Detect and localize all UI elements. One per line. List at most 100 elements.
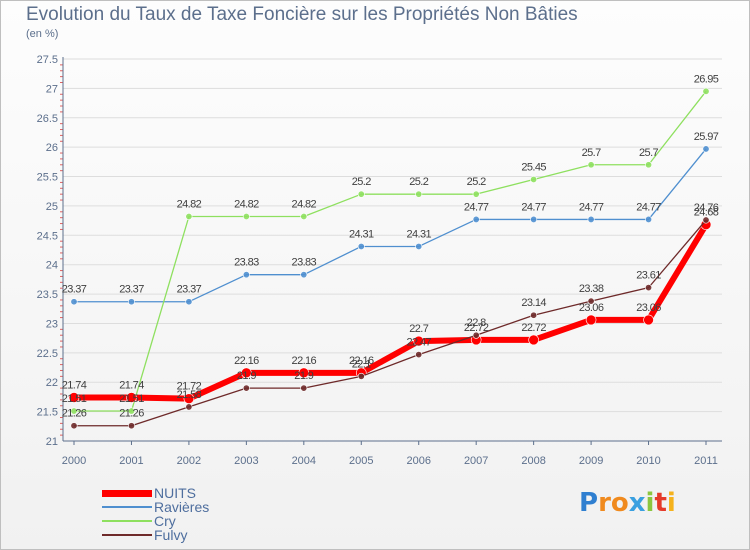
- data-point: [645, 161, 653, 169]
- data-label: 24.76: [694, 202, 719, 214]
- data-label: 25.2: [409, 176, 428, 188]
- data-point: [242, 213, 250, 221]
- data-label: 22.72: [521, 322, 546, 334]
- data-point: [645, 215, 653, 223]
- data-point: [530, 215, 538, 223]
- y-tick-label: 26.5: [37, 113, 58, 125]
- data-label: 25.7: [582, 147, 601, 159]
- data-label: 23.38: [579, 283, 604, 295]
- logo-letter: P: [579, 488, 599, 518]
- data-point: [300, 384, 308, 392]
- logo-letter: i: [666, 488, 676, 518]
- data-point: [126, 392, 137, 403]
- data-label: 25.2: [352, 176, 371, 188]
- data-point: [472, 331, 480, 339]
- series-line-ravières: [74, 148, 707, 303]
- data-label: 26.95: [694, 73, 719, 85]
- data-point: [472, 215, 480, 223]
- data-label: 23.61: [636, 270, 661, 282]
- legend-swatch: [102, 489, 152, 497]
- data-point: [70, 407, 78, 415]
- data-point: [300, 271, 308, 279]
- data-label: 23.37: [119, 284, 144, 296]
- proxiti-logo: Proxiti: [579, 488, 676, 518]
- series-line-fulvy: [74, 219, 707, 427]
- data-label: 24.31: [406, 228, 431, 240]
- data-label: 23.37: [62, 284, 87, 296]
- chart-unit-label: (en %): [26, 28, 59, 40]
- x-tick-label: 2003: [234, 455, 258, 467]
- logo-letter: t: [654, 488, 667, 518]
- data-label: 22.47: [406, 337, 431, 349]
- y-tick-label: 21: [46, 436, 58, 448]
- data-label: 24.77: [521, 201, 546, 213]
- data-point: [645, 284, 653, 292]
- legend-label: Ravières: [154, 499, 210, 515]
- y-tick-label: 27.5: [37, 54, 58, 66]
- data-label: 25.45: [521, 161, 546, 173]
- data-label: 25.2: [467, 176, 486, 188]
- data-label: 25.97: [694, 131, 719, 143]
- data-point: [357, 242, 365, 250]
- y-tick-label: 26: [46, 142, 58, 154]
- data-point: [70, 422, 78, 430]
- data-point: [68, 392, 80, 403]
- legend-label: Cry: [154, 513, 176, 529]
- data-point: [70, 298, 78, 306]
- data-label: 24.31: [349, 228, 374, 240]
- data-label: 23.37: [177, 284, 202, 296]
- data-point: [643, 314, 654, 326]
- data-label: 24.77: [636, 201, 661, 213]
- data-label: 22.16: [292, 355, 317, 367]
- data-label: 21.26: [119, 408, 144, 420]
- data-point: [472, 190, 480, 198]
- data-point: [300, 213, 308, 221]
- data-point: [702, 145, 710, 153]
- data-point: [530, 311, 538, 319]
- x-tick-label: 2007: [464, 455, 488, 467]
- y-tick-label: 22.5: [37, 348, 58, 360]
- data-label: 24.82: [292, 199, 317, 211]
- data-label: 21.9: [237, 370, 256, 382]
- data-label: 21.74: [119, 380, 144, 392]
- legend-swatch: [102, 520, 152, 522]
- data-label: 22.72: [464, 322, 489, 334]
- y-tick-label: 25.5: [37, 172, 58, 184]
- data-point: [585, 314, 597, 326]
- y-tick-label: 22: [46, 377, 58, 389]
- chart-title: Evolution du Taux de Taxe Foncière sur l…: [26, 4, 578, 25]
- data-label: 21.9: [294, 370, 313, 382]
- series-line-cry: [74, 90, 707, 412]
- logo-letter: o: [610, 488, 629, 518]
- logo-letter: i: [645, 488, 655, 518]
- data-label: 21.26: [62, 408, 87, 420]
- data-point: [298, 367, 310, 379]
- y-tick-label: 24: [46, 260, 58, 272]
- data-point: [185, 298, 193, 306]
- y-tick-label: 24.5: [37, 230, 58, 242]
- data-label: 21.72: [177, 381, 202, 393]
- data-label: 21.51: [62, 393, 87, 405]
- data-label: 23.06: [579, 302, 604, 314]
- data-label: 24.77: [464, 201, 489, 213]
- y-tick-label: 25: [46, 201, 58, 213]
- data-label: 22.8: [467, 317, 486, 329]
- y-tick-label: 23: [46, 318, 58, 330]
- x-tick-label: 2000: [62, 455, 86, 467]
- series-line-nuits: [74, 223, 709, 402]
- data-label: 23.83: [234, 257, 259, 269]
- data-point: [587, 297, 595, 305]
- x-tick-label: 2006: [406, 455, 430, 467]
- data-point: [185, 213, 193, 221]
- data-label: 23.83: [292, 257, 317, 269]
- data-label: 22.16: [349, 355, 374, 367]
- data-label: 23.06: [636, 302, 661, 314]
- data-label: 24.77: [579, 201, 604, 213]
- x-tick-label: 2004: [292, 455, 316, 467]
- data-label: 24.82: [234, 199, 259, 211]
- y-tick-label: 21.5: [37, 407, 58, 419]
- data-point: [587, 215, 595, 223]
- logo-letter: r: [598, 488, 611, 518]
- data-label: 21.58: [177, 389, 202, 401]
